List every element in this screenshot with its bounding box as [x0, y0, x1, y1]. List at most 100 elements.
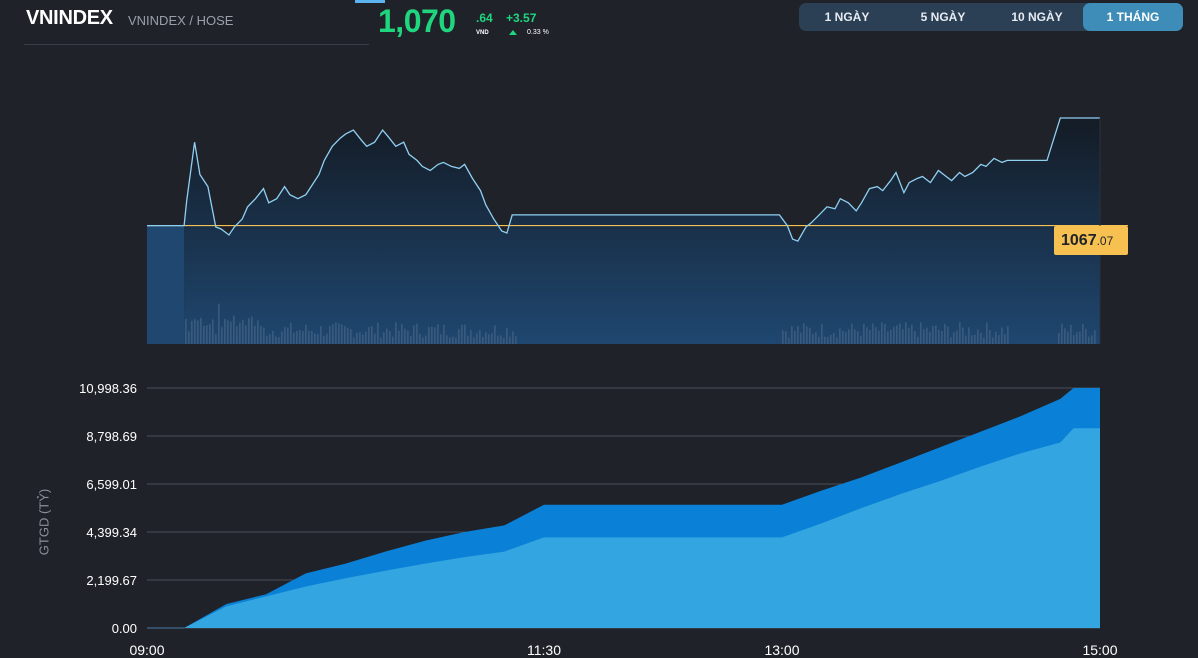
- x-tick-label: 13:00: [764, 642, 799, 658]
- volume-bar: [998, 335, 1000, 344]
- x-tick-label: 15:00: [1082, 642, 1117, 658]
- volume-bar: [1004, 334, 1006, 344]
- volume-bar: [371, 326, 373, 344]
- volume-bar: [428, 326, 430, 344]
- volume-bar: [458, 329, 460, 344]
- price-change: +3.57: [506, 11, 537, 25]
- volume-bar: [323, 335, 325, 344]
- volume-bar: [233, 315, 235, 344]
- volume-bar: [425, 335, 427, 344]
- volume-bar: [401, 324, 403, 344]
- volume-bar: [785, 331, 787, 344]
- y-tick-label: 4,399.34: [86, 525, 137, 540]
- price-integer: 1,070: [378, 3, 456, 39]
- volume-bar: [884, 323, 886, 344]
- volume-bar: [467, 335, 469, 344]
- volume-bar: [203, 325, 205, 344]
- volume-bar: [911, 324, 913, 344]
- volume-bar: [257, 320, 259, 344]
- price-area: [184, 118, 1100, 344]
- volume-bar: [887, 331, 889, 344]
- volume-bar: [821, 323, 823, 344]
- volume-bar: [869, 330, 871, 344]
- volume-bar: [368, 327, 370, 344]
- volume-bar: [848, 329, 850, 344]
- volume-bar: [227, 320, 229, 344]
- volume-bar: [251, 316, 253, 344]
- volume-bar: [194, 319, 196, 344]
- volume-bar: [419, 333, 421, 344]
- volume-bar: [962, 327, 964, 344]
- volume-bar: [287, 327, 289, 344]
- tab-5-days[interactable]: 5 NGÀY: [920, 10, 966, 24]
- volume-bar: [494, 325, 496, 344]
- volume-bar: [479, 330, 481, 344]
- volume-bar: [299, 330, 301, 344]
- volume-bar: [224, 318, 226, 344]
- volume-bar: [839, 328, 841, 344]
- volume-bar: [1007, 326, 1009, 344]
- volume-bar: [476, 333, 478, 344]
- reference-price-label: 1067.07: [1054, 226, 1128, 255]
- x-tick-label: 11:30: [527, 642, 561, 658]
- volume-bar: [275, 336, 277, 344]
- volume-bar: [347, 327, 349, 344]
- volume-bar: [965, 335, 967, 344]
- volume-bar: [902, 329, 904, 344]
- volume-bar: [803, 323, 805, 344]
- volume-bar: [407, 330, 409, 344]
- volume-bar: [221, 327, 223, 344]
- volume-bar: [482, 337, 484, 344]
- volume-bar: [908, 327, 910, 344]
- volume-bar: [809, 327, 811, 344]
- ticker-symbol: VNINDEX: [26, 7, 113, 29]
- volume-bar: [782, 330, 784, 344]
- volume-bar: [509, 336, 511, 344]
- volume-bar: [272, 330, 274, 344]
- volume-bar: [791, 325, 793, 344]
- volume-bar: [398, 330, 400, 344]
- reference-price-int: 1067: [1061, 232, 1097, 249]
- volume-bar: [977, 329, 979, 344]
- volume-bar: [890, 330, 892, 344]
- volume-bar: [1091, 335, 1093, 344]
- tab-1-month[interactable]: 1 THÁNG: [1083, 3, 1183, 31]
- volume-bar: [1061, 323, 1063, 344]
- volume-bar: [857, 331, 859, 344]
- volume-bar: [971, 335, 973, 344]
- volume-bar: [431, 326, 433, 344]
- volume-bar: [374, 333, 376, 344]
- tab-10-days[interactable]: 10 NGÀY: [1011, 10, 1063, 24]
- tab-1-day[interactable]: 1 NGÀY: [824, 10, 870, 24]
- volume-bar: [455, 337, 457, 344]
- volume-bar: [899, 323, 901, 344]
- price-decimal: .64: [476, 11, 493, 25]
- volume-bar: [1070, 324, 1072, 344]
- volume-bar: [872, 323, 874, 344]
- currency-label: VND: [476, 30, 489, 36]
- volume-bar: [380, 337, 382, 344]
- volume-bar: [815, 332, 817, 344]
- volume-bar: [278, 337, 280, 344]
- volume-bar: [968, 327, 970, 344]
- volume-bar: [788, 337, 790, 344]
- volume-bar: [359, 332, 361, 344]
- volume-bar: [269, 334, 271, 344]
- volume-bar: [473, 337, 475, 344]
- volume-bar: [212, 319, 214, 344]
- volume-bar: [485, 332, 487, 344]
- volume-bar: [266, 335, 268, 344]
- volume-bar: [824, 336, 826, 344]
- volume-bar: [797, 326, 799, 344]
- volume-bar: [956, 330, 958, 344]
- volume-bar: [935, 325, 937, 344]
- volume-bar: [989, 329, 991, 344]
- volume-bar: [929, 331, 931, 344]
- y-tick-label: 8,798.69: [86, 429, 137, 444]
- volume-bar: [914, 331, 916, 344]
- volume-bar: [866, 327, 868, 344]
- volume-bar: [1058, 333, 1060, 344]
- volume-bar: [242, 320, 244, 344]
- volume-bar: [308, 330, 310, 344]
- volume-bar: [506, 328, 508, 344]
